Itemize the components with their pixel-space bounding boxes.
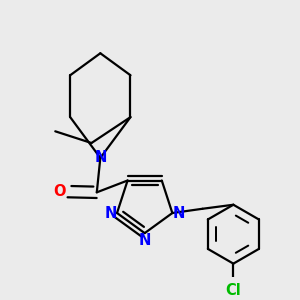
Text: N: N xyxy=(104,206,117,220)
Text: Cl: Cl xyxy=(226,284,241,298)
Text: N: N xyxy=(172,206,185,220)
Text: O: O xyxy=(54,184,66,199)
Text: N: N xyxy=(94,150,106,165)
Text: N: N xyxy=(139,233,151,248)
